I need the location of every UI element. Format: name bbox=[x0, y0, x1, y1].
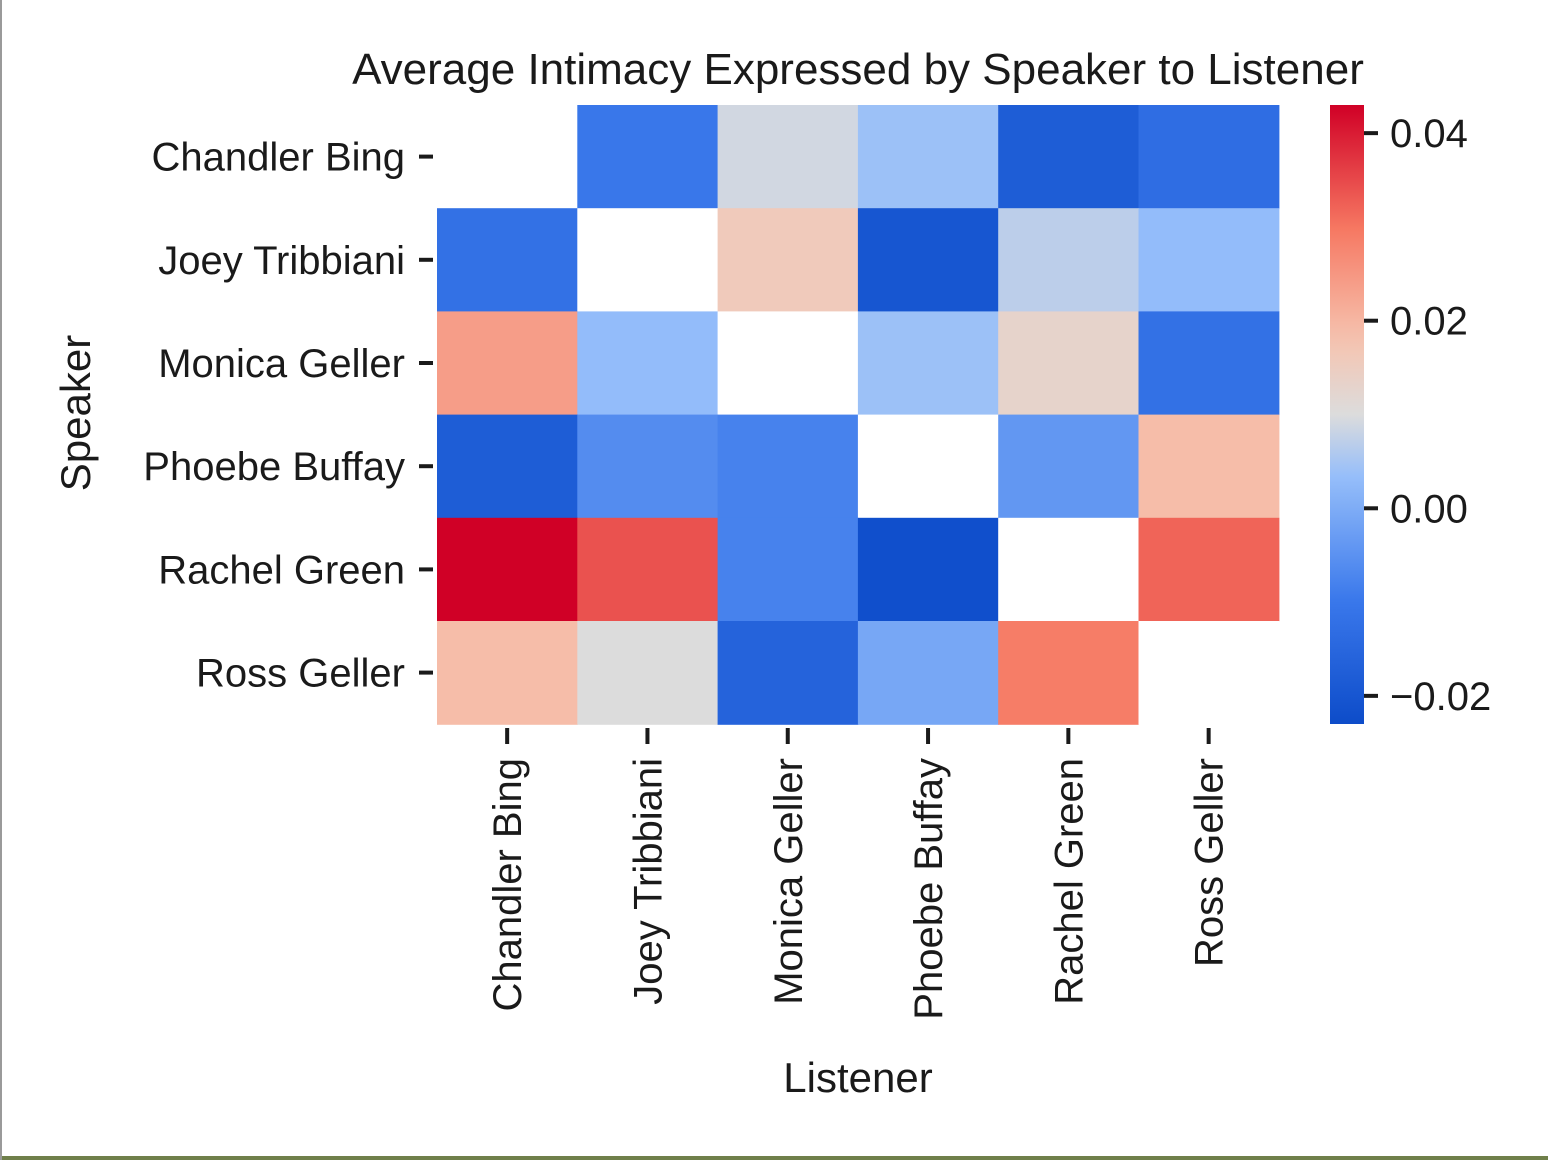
heatmap-cell bbox=[857, 105, 999, 209]
chart-title: Average Intimacy Expressed by Speaker to… bbox=[352, 45, 1364, 94]
heatmap-cell bbox=[577, 621, 719, 725]
heatmap-cell bbox=[998, 208, 1140, 312]
colorbar-tick-label: −0.02 bbox=[1390, 675, 1491, 719]
y-axis-label: Speaker bbox=[52, 335, 99, 491]
colorbar-tick-label: 0.04 bbox=[1390, 112, 1468, 156]
heatmap-cell bbox=[577, 311, 719, 416]
heatmap-cell bbox=[857, 621, 999, 725]
colorbar bbox=[1330, 105, 1364, 724]
heatmap-cell bbox=[577, 105, 719, 209]
heatmap-cell bbox=[857, 208, 999, 312]
x-axis-ticks: Chandler Bing Joey Tribbiani Monica Geller… bbox=[486, 728, 1232, 1020]
heatmap-cell bbox=[717, 208, 859, 312]
x-tick-label: Rachel Green bbox=[1047, 758, 1091, 1005]
heatmap-cell bbox=[1138, 621, 1280, 725]
y-axis-ticks: Chandler Bing Joey Tribbiani Monica Geller… bbox=[143, 136, 433, 696]
y-tick-label: Rachel Green bbox=[158, 548, 405, 592]
y-tick-label: Joey Tribbiani bbox=[158, 239, 405, 283]
x-axis-label: Listener bbox=[783, 1054, 932, 1101]
colorbar-tick-label: 0.00 bbox=[1390, 487, 1468, 531]
heatmap-cell bbox=[998, 311, 1140, 416]
y-tick-label: Monica Geller bbox=[158, 342, 405, 386]
y-tick-label: Chandler Bing bbox=[152, 136, 406, 180]
heatmap-cell bbox=[717, 517, 859, 622]
heatmap-cell bbox=[998, 105, 1140, 209]
heatmap-cell bbox=[437, 311, 578, 416]
heatmap-cell bbox=[717, 311, 859, 416]
heatmap-cell bbox=[857, 414, 999, 519]
heatmap-cell bbox=[998, 517, 1140, 622]
heatmap-cell bbox=[577, 414, 719, 519]
heatmap-cell bbox=[1138, 517, 1280, 622]
heatmap-cells bbox=[437, 105, 1280, 725]
heatmap-cell bbox=[577, 208, 719, 312]
heatmap-cell bbox=[437, 414, 578, 519]
heatmap-cell bbox=[1138, 414, 1280, 519]
heatmap-cell bbox=[717, 414, 859, 519]
heatmap-cell bbox=[717, 105, 859, 209]
heatmap-cell bbox=[1138, 311, 1280, 416]
heatmap-cell bbox=[857, 517, 999, 622]
x-tick-label: Ross Geller bbox=[1188, 758, 1232, 967]
heatmap-cell bbox=[1138, 208, 1280, 312]
window-bottom-edge bbox=[2, 1156, 1548, 1160]
y-tick-label: Ross Geller bbox=[196, 652, 405, 696]
y-tick-label: Phoebe Buffay bbox=[143, 445, 405, 489]
heatmap-cell bbox=[857, 311, 999, 416]
x-tick-label: Joey Tribbiani bbox=[626, 758, 670, 1005]
x-tick-label: Chandler Bing bbox=[486, 758, 530, 1012]
heatmap-cell bbox=[437, 208, 578, 312]
colorbar-tick-label: 0.02 bbox=[1390, 300, 1468, 344]
heatmap-cell bbox=[998, 621, 1140, 725]
colorbar-ticks: 0.04 0.02 0.00 −0.02 bbox=[1364, 112, 1491, 719]
heatmap-cell bbox=[717, 621, 859, 725]
heatmap-cell bbox=[437, 105, 578, 209]
heatmap-cell bbox=[998, 414, 1140, 519]
heatmap-cell bbox=[577, 517, 719, 622]
x-tick-label: Monica Geller bbox=[767, 758, 811, 1005]
x-tick-label: Phoebe Buffay bbox=[907, 758, 951, 1020]
heatmap-cell bbox=[1138, 105, 1280, 209]
heatmap-cell bbox=[437, 621, 578, 725]
heatmap-cell bbox=[437, 517, 578, 622]
